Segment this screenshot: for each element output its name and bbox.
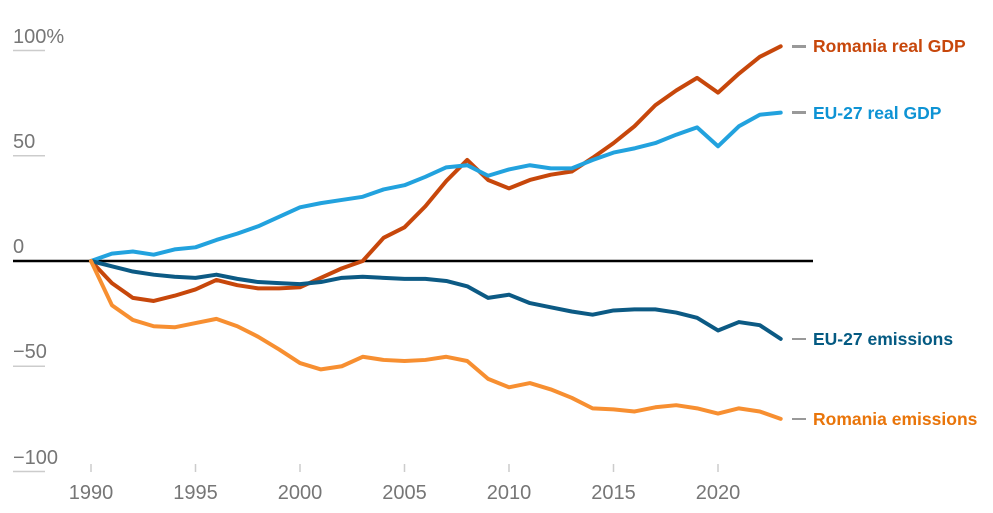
legend-item-eu27-emissions: EU-27 emissions (792, 328, 953, 350)
x-axis-label-2005: 2005 (382, 482, 427, 504)
legend-label-romania-real-gdp: Romania real GDP (813, 36, 966, 57)
y-axis-label-minus-100: −100 (13, 446, 59, 469)
x-axis-label-1995: 1995 (173, 482, 218, 504)
legend-item-romania-real-gdp: Romania real GDP (792, 35, 966, 57)
legend-tick-dash (792, 417, 806, 421)
x-axis-label-2000: 2000 (277, 482, 323, 504)
legend-label-romania-emissions: Romania emissions (813, 408, 978, 429)
series-line-romania-real-gdp (89, 44, 783, 303)
legend-item-eu27-real-gdp: EU-27 real GDP (792, 102, 941, 124)
legend-label-eu27-emissions: EU-27 emissions (813, 328, 954, 349)
legend-label-eu27-real-gdp: EU-27 real GDP (813, 102, 942, 123)
legend-tick-dash (792, 45, 806, 48)
y-axis-label-minus-50: −50 (13, 341, 47, 364)
series-line-romania-emissions (89, 259, 783, 421)
x-axis-label-1990: 1990 (68, 482, 114, 504)
legend-item-romania-emissions: Romania emissions (792, 408, 977, 430)
y-axis-label-100: 100% (13, 25, 65, 48)
x-axis-label-2010: 2010 (486, 482, 532, 504)
legend-tick-dash (792, 111, 806, 114)
series-line-eu-27-real-gdp (89, 110, 783, 263)
legend-tick-dash (792, 337, 806, 341)
series-line-eu-27-emissions (89, 259, 783, 341)
x-axis-label-2015: 2015 (591, 482, 636, 504)
y-axis-label-50: 50 (13, 130, 36, 153)
y-axis-label-0: 0 (13, 236, 25, 258)
x-axis-label-2020: 2020 (695, 482, 741, 504)
